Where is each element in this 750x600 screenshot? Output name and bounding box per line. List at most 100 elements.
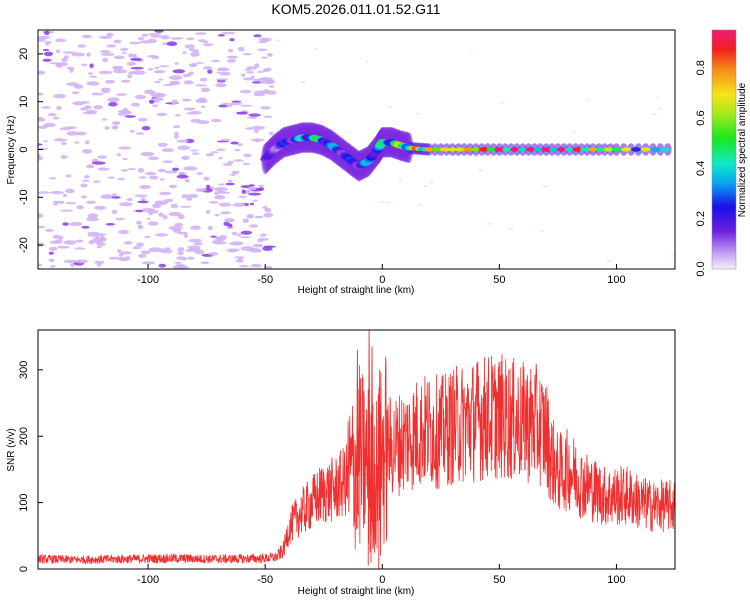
- noise-speck: [117, 177, 126, 181]
- signal-blob: [502, 147, 513, 152]
- noise-speck: [216, 67, 230, 72]
- noise-speck: [210, 235, 217, 238]
- snr-spike: [494, 379, 497, 470]
- noise-speck: [101, 118, 108, 121]
- noise-speck: [264, 208, 272, 213]
- noise-speck: [60, 209, 74, 212]
- noise-speck: [657, 107, 662, 110]
- noise-speck: [132, 246, 141, 250]
- noise-speck: [236, 111, 248, 115]
- noise-speck: [65, 126, 77, 129]
- noise-speck: [162, 83, 175, 87]
- snr-x-tick-label: 100: [607, 574, 625, 586]
- spectrogram-y-tick-label: -20: [18, 237, 30, 253]
- noise-speck: [182, 73, 192, 77]
- noise-speck: [174, 114, 181, 117]
- noise-speck: [206, 184, 211, 190]
- noise-speck: [88, 240, 96, 245]
- noise-speck: [152, 203, 162, 209]
- noise-speck: [232, 202, 246, 207]
- noise-speck: [572, 130, 576, 133]
- noise-speck: [141, 33, 149, 37]
- noise-speck: [230, 173, 236, 176]
- noise-speck: [184, 249, 197, 252]
- noise-speck: [228, 48, 234, 53]
- noise-speck: [112, 65, 118, 70]
- noise-speck: [152, 97, 164, 101]
- noise-speck: [71, 52, 85, 57]
- noise-speck: [429, 181, 435, 183]
- noise-speck: [96, 242, 107, 246]
- signal-blob: [603, 147, 614, 152]
- noise-speck: [417, 204, 422, 206]
- noise-speck: [230, 102, 243, 106]
- noise-speck: [120, 47, 129, 52]
- noise-speck: [207, 69, 213, 74]
- noise-speck: [106, 32, 114, 37]
- noise-speck: [239, 104, 253, 107]
- noise-speck: [97, 155, 107, 159]
- noise-speck: [154, 30, 164, 33]
- noise-speck: [184, 44, 196, 49]
- noise-speck: [251, 138, 265, 142]
- colorbar-frame: [711, 29, 737, 270]
- noise-speck: [213, 187, 228, 192]
- noise-speck: [137, 117, 148, 122]
- noise-speck: [240, 246, 255, 252]
- noise-speck: [71, 91, 80, 95]
- noise-speck: [107, 176, 116, 179]
- noise-speck: [56, 106, 62, 110]
- noise-speck: [240, 230, 253, 235]
- noise-speck: [116, 153, 122, 157]
- noise-speck: [130, 57, 142, 62]
- noise-speck: [172, 167, 179, 171]
- noise-speck: [61, 141, 67, 146]
- noise-speck: [111, 125, 119, 130]
- signal-blob: [660, 147, 671, 152]
- noise-speck: [100, 194, 114, 199]
- noise-speck: [217, 183, 225, 186]
- noise-speck: [222, 163, 233, 166]
- noise-speck: [263, 212, 274, 218]
- noise-speck: [231, 100, 242, 103]
- noise-speck: [166, 41, 178, 46]
- noise-speck: [254, 129, 259, 134]
- noise-speck: [48, 251, 54, 255]
- noise-speck: [345, 130, 348, 133]
- noise-speck: [49, 246, 58, 251]
- signal-blob: [621, 147, 632, 152]
- signal-blob: [470, 147, 481, 152]
- noise-speck: [135, 132, 145, 135]
- noise-speck: [177, 247, 185, 252]
- noise-speck: [86, 200, 96, 204]
- noise-speck: [159, 191, 172, 196]
- noise-speck: [253, 34, 262, 38]
- noise-speck: [155, 233, 168, 237]
- noise-speck: [120, 79, 131, 83]
- noise-speck: [38, 191, 51, 194]
- noise-speck: [104, 126, 110, 130]
- noise-speck: [161, 249, 173, 254]
- noise-speck: [210, 118, 222, 123]
- noise-speck: [86, 164, 95, 169]
- noise-speck: [139, 40, 154, 44]
- noise-speck: [105, 223, 115, 226]
- noise-speck: [245, 68, 251, 71]
- noise-speck: [124, 115, 137, 118]
- noise-speck: [187, 245, 201, 250]
- noise-speck: [65, 202, 77, 205]
- noise-speck: [227, 249, 238, 253]
- noise-speck: [208, 201, 219, 204]
- noise-speck: [240, 236, 251, 239]
- noise-speck: [186, 256, 195, 260]
- noise-speck: [140, 197, 146, 202]
- noise-speck: [217, 34, 225, 37]
- noise-speck: [174, 222, 184, 227]
- noise-speck: [215, 236, 220, 241]
- noise-speck: [139, 184, 152, 190]
- noise-speck: [190, 149, 199, 152]
- noise-speck: [183, 233, 188, 238]
- noise-speck: [101, 87, 111, 90]
- noise-speck: [257, 48, 268, 52]
